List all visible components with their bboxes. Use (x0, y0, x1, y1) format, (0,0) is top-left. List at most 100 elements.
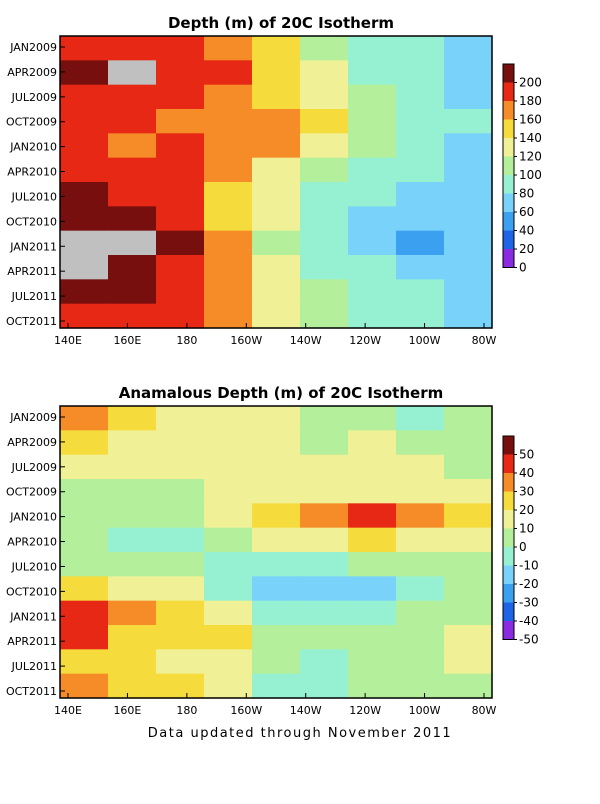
heatmap-cell (108, 60, 157, 86)
heatmap-cell (396, 600, 445, 626)
heatmap-cell (108, 255, 157, 280)
heatmap-cell (156, 230, 205, 256)
colorbar-swatch (503, 565, 514, 585)
heatmap-cell (348, 60, 397, 86)
heatmap-cell (204, 182, 253, 207)
colorbar-swatch (503, 64, 514, 83)
colorbar-swatch (503, 473, 514, 492)
heatmap-cell (252, 60, 301, 86)
heatmap-cell (108, 673, 157, 699)
y-tick-label: JUL2010 (11, 190, 57, 203)
heatmap-cell (252, 36, 301, 61)
heatmap-cell (252, 406, 301, 431)
heatmap-cell (348, 255, 397, 280)
x-tick-label: 140E (54, 334, 82, 347)
heatmap-cell (396, 552, 445, 577)
heatmap-cell (348, 552, 397, 577)
y-tick-label: APR2011 (7, 265, 57, 278)
colorbar-label: 60 (519, 205, 534, 219)
heatmap-cell (204, 649, 253, 675)
heatmap-cell (300, 36, 349, 61)
heatmap-cell (444, 36, 493, 61)
heatmap-cell (252, 625, 301, 650)
heatmap-cell (300, 406, 349, 431)
heatmap-cell (396, 576, 445, 602)
y-tick-label: APR2009 (7, 436, 57, 449)
heatmap-cell (396, 279, 445, 305)
heatmap-cell (60, 133, 109, 159)
heatmap-cell (348, 576, 397, 602)
heatmap-cell (444, 255, 493, 280)
colorbar-swatch (503, 454, 514, 474)
heatmap-cell (252, 576, 301, 602)
heatmap-cell (348, 503, 397, 529)
heatmap-cell (252, 133, 301, 159)
chart-title: Depth (m) of 20C Isotherm (168, 14, 394, 32)
colorbar-label: 0 (519, 540, 527, 554)
heatmap-cell (252, 206, 301, 232)
heatmap-cell (300, 673, 349, 699)
heatmap-cell (444, 206, 493, 232)
heatmap-cell (300, 133, 349, 159)
heatmap-cell (300, 527, 349, 553)
heatmap-cell (252, 600, 301, 626)
heatmap-cell (156, 206, 205, 232)
heatmap-cell (108, 230, 157, 256)
heatmap-cell (204, 503, 253, 529)
colorbar-label: 180 (519, 94, 542, 108)
heatmap-cell (444, 109, 493, 134)
colorbar-swatch (503, 621, 514, 640)
heatmap-cell (300, 625, 349, 650)
x-tick-label: 120W (349, 334, 381, 347)
heatmap-cell (156, 527, 205, 553)
heatmap-cells (60, 406, 493, 699)
heatmap-cell (252, 84, 301, 110)
colorbar-label: 120 (519, 150, 542, 164)
x-tick-label: 100W (409, 334, 441, 347)
y-tick-label: JAN2009 (9, 41, 57, 54)
heatmap-cell (60, 157, 109, 183)
heatmap-cell (108, 527, 157, 553)
heatmap-cell (156, 255, 205, 280)
x-tick-label: 120W (349, 704, 381, 717)
heatmap-cell (204, 133, 253, 159)
heatmap-cell (156, 84, 205, 110)
heatmap-cell (156, 673, 205, 699)
x-tick-label: 160E (113, 704, 141, 717)
heatmap-cell (204, 527, 253, 553)
colorbar-swatch (503, 230, 514, 250)
heatmap-cell (156, 503, 205, 529)
colorbar-label: 30 (519, 485, 534, 499)
colorbar-label: 40 (519, 466, 534, 480)
heatmap-cell (300, 230, 349, 256)
heatmap-cell (252, 430, 301, 456)
y-tick-label: OCT2010 (6, 585, 57, 598)
colorbar-swatch (503, 193, 514, 213)
heatmap-cell (396, 649, 445, 675)
y-tick-label: JAN2010 (9, 141, 57, 154)
heatmap-cell (204, 430, 253, 456)
heatmap-cell (108, 430, 157, 456)
heatmap-cell (252, 230, 301, 256)
colorbar-label: -40 (519, 614, 539, 628)
heatmap-cell (204, 84, 253, 110)
heatmap-cell (300, 182, 349, 207)
heatmap-cell (444, 406, 493, 431)
heatmap-cell (156, 157, 205, 183)
footer-note: Data updated through November 2011 (147, 726, 453, 741)
heatmap-cell (60, 84, 109, 110)
heatmap-cell (108, 649, 157, 675)
x-tick-label: 180 (176, 334, 197, 347)
heatmap-cell (108, 109, 157, 134)
colorbar-label: 40 (519, 224, 534, 238)
heatmap-cell (252, 503, 301, 529)
heatmap-cell (156, 406, 205, 431)
heatmap-cell (60, 430, 109, 456)
y-tick-label: APR2010 (7, 166, 57, 179)
colorbar-label: 10 (519, 522, 534, 536)
heatmap-cell (108, 279, 157, 305)
colorbar-label: 50 (519, 448, 534, 462)
x-tick-label: 140W (290, 334, 322, 347)
heatmap-cell (300, 552, 349, 577)
